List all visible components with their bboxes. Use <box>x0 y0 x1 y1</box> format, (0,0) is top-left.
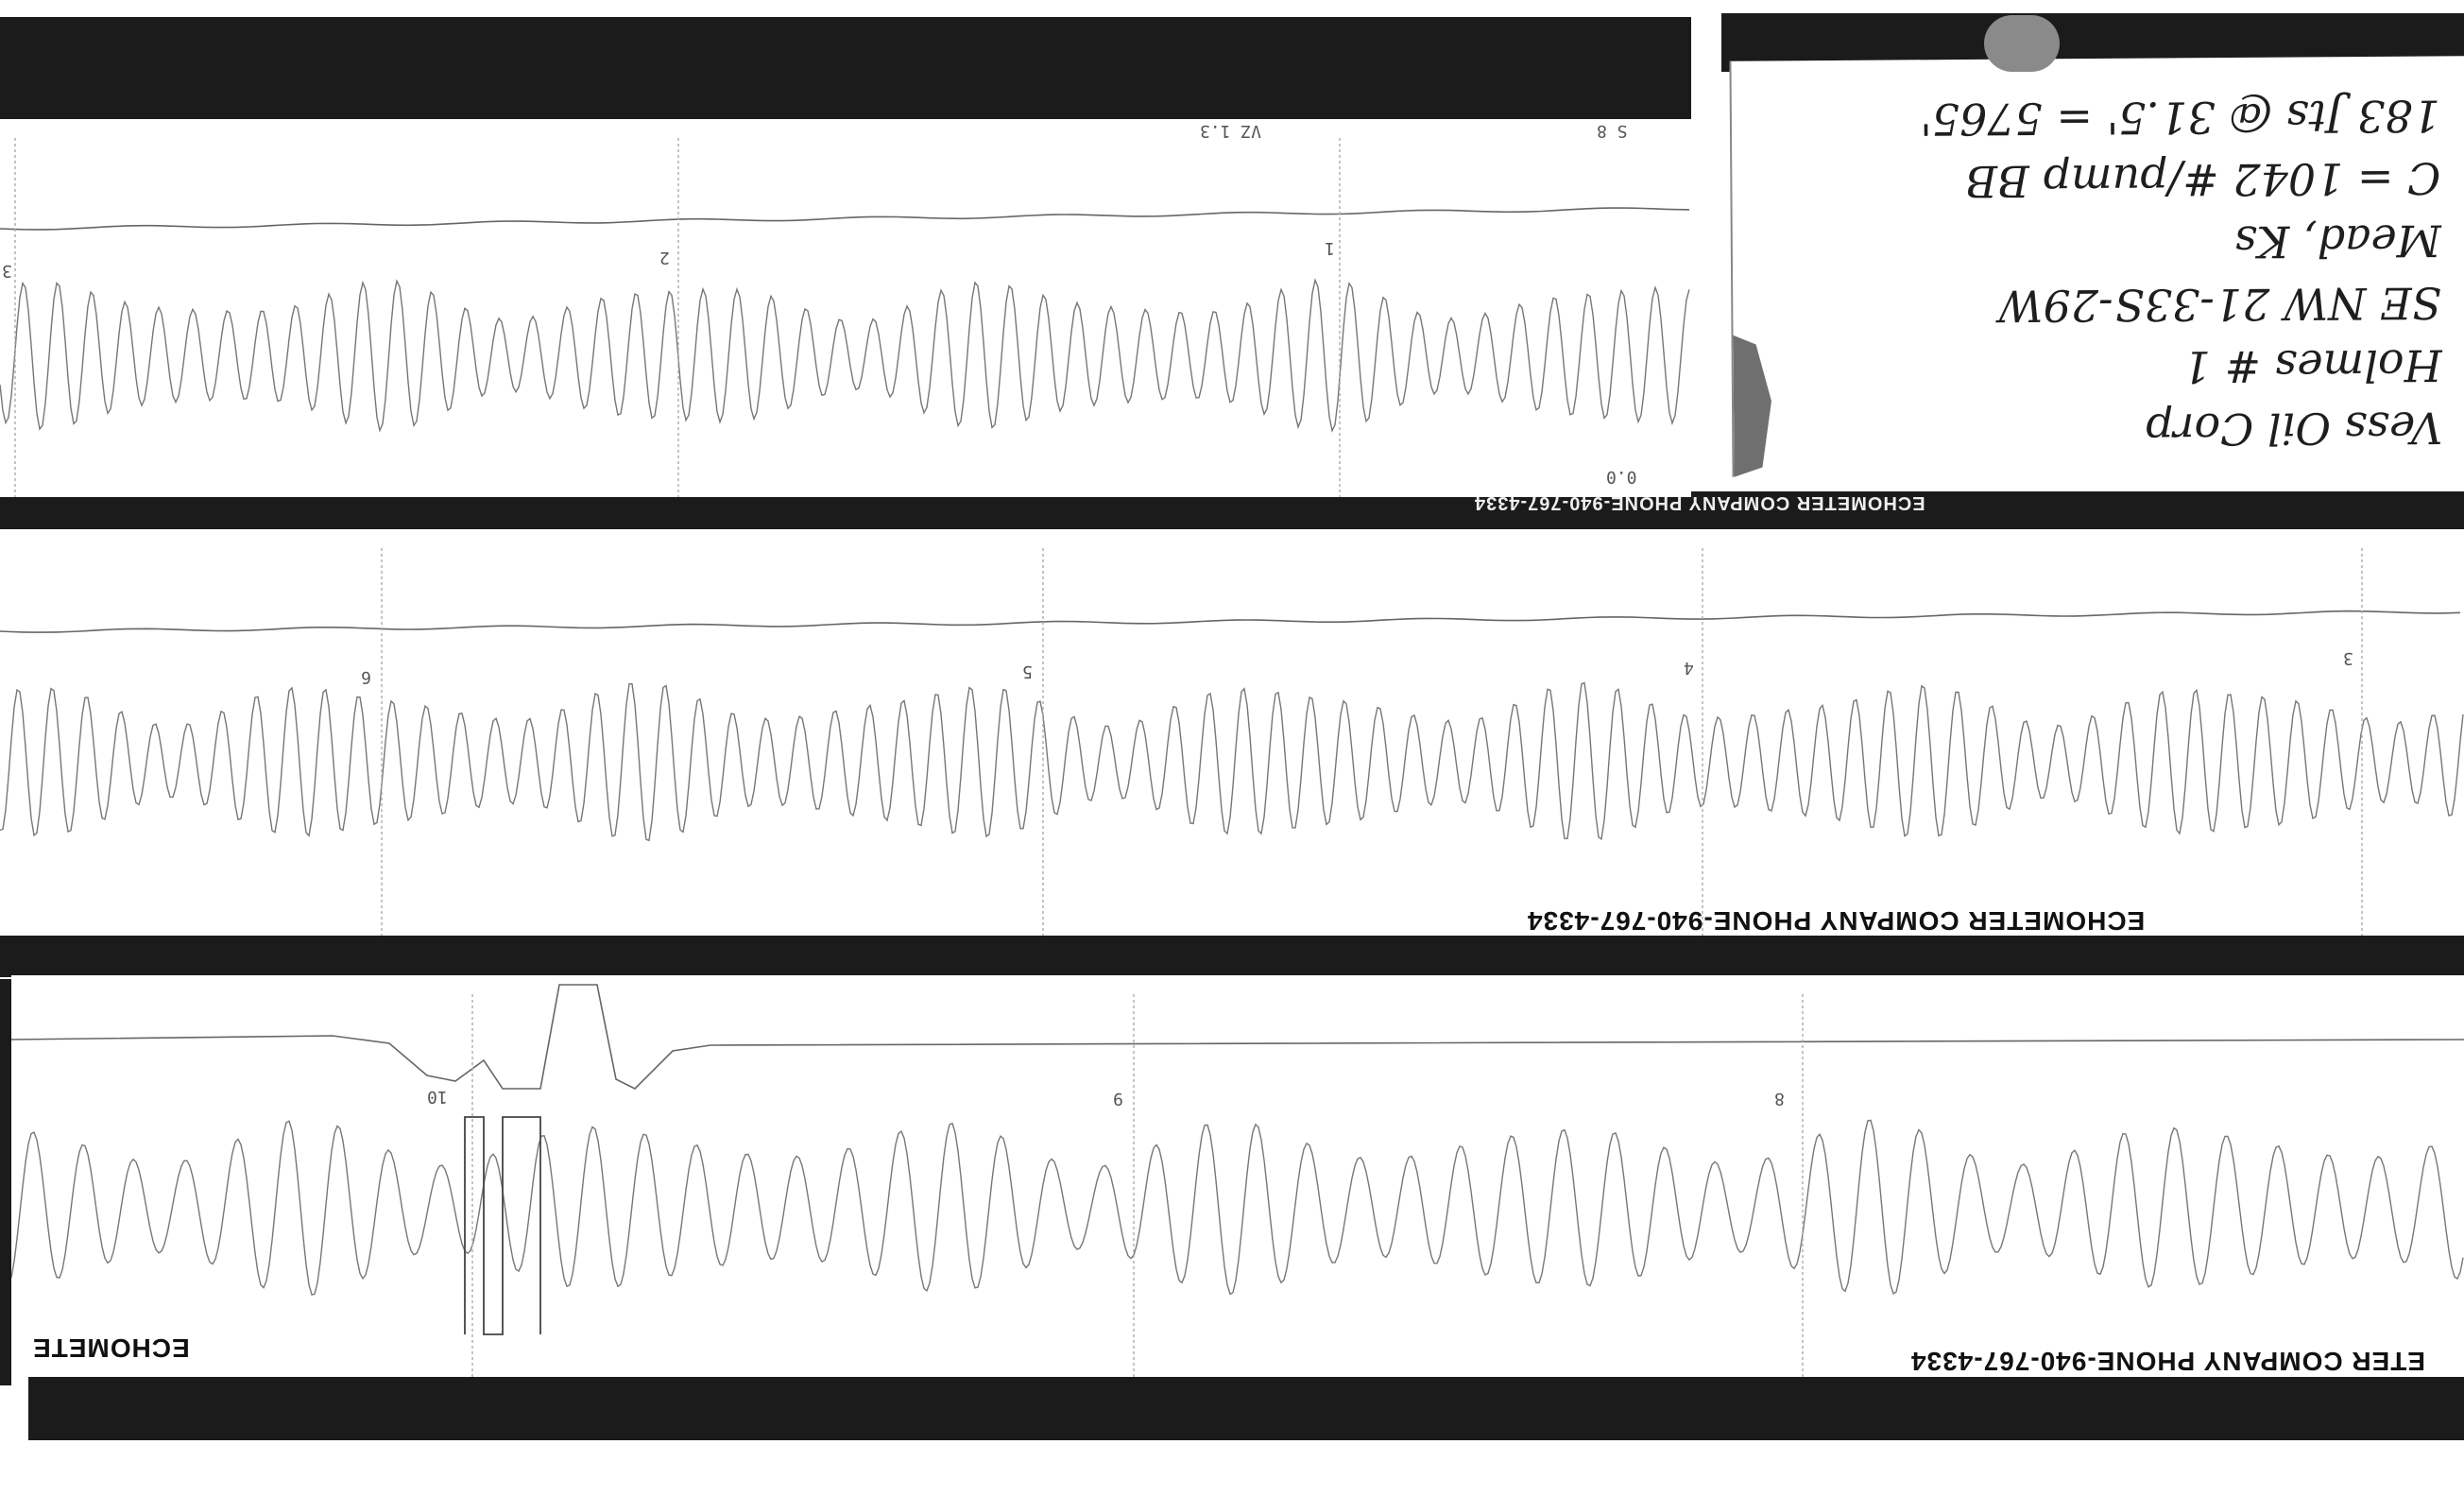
strip-1-marker-3: 3 <box>2 261 12 281</box>
strip-2-marker-4: 4 <box>1684 658 1694 678</box>
handwritten-line-location: SE NW 21-33S-29W <box>1998 277 2442 332</box>
strip-3-fluid-level-kick <box>464 1116 541 1335</box>
strip-2-footer: ECHOMETER COMPANY PHONE-940-767-4334 <box>1527 906 2146 936</box>
handwritten-line-county: Mead, Ks <box>2234 215 2442 267</box>
strip-3-marker-8: 8 <box>1774 1089 1785 1109</box>
strip-1-trace <box>0 138 1690 497</box>
handwritten-line-constant: C = 1042 #/pump BB <box>1965 152 2441 207</box>
strip-1-marker-1: 1 <box>1325 238 1335 258</box>
handwritten-lines: Vess Oil Corp Holmes # 1 SE NW 21-33S-29… <box>1760 84 2453 463</box>
handwritten-note: Vess Oil Corp Holmes # 1 SE NW 21-33S-29… <box>1729 56 2464 477</box>
strip-2-marker-5: 5 <box>1022 662 1033 681</box>
strip-2-marker-6: 6 <box>361 667 371 687</box>
scan-band-bottom <box>28 1372 2464 1440</box>
handwritten-line-well: Holmes # 1 <box>2182 339 2442 393</box>
strip-2-marker-3: 3 <box>2343 648 2353 668</box>
strip-1-header-fragment-1: VZ 1.3 <box>1200 121 1262 141</box>
strip-3-upper-trace <box>11 984 2464 1090</box>
strip-1-upper-trace <box>0 207 1690 231</box>
strip-3-footer-right: ETER COMPANY PHONE-940-767-4334 <box>1910 1347 2426 1376</box>
strip-3-marker-9: 9 <box>1113 1089 1123 1109</box>
handwritten-line-joints: 183 Jts @ 31.5' = 5765' <box>1919 90 2441 146</box>
strip-1-echo-waveform <box>0 278 1690 433</box>
handwritten-line-company: Vess Oil Corp <box>2145 402 2443 456</box>
scan-shadow <box>1984 15 2060 72</box>
strip-3-footer-left: ECHOMETE <box>32 1333 190 1363</box>
echometer-strip-2: 3 4 5 6 ECHOMETER COMPANY PHONE-940-767-… <box>0 529 2464 936</box>
echometer-strip-3: 8 9 10 ETER COMPANY PHONE-940-767-4334 E… <box>11 975 2464 1377</box>
note-edge <box>1733 335 1771 477</box>
strip-2-upper-trace <box>0 610 2461 633</box>
strip-3-echo-waveform <box>11 1119 2464 1296</box>
echometer-strip-1: 1 2 3 VZ 1.3 S 8 0.0 <box>0 119 1691 497</box>
strip-1-footer: ECHOMETER COMPANY PHONE-940-767-4334 <box>1474 492 1925 513</box>
scan-band-mid-1 <box>0 491 2464 533</box>
strip-3-marker-10: 10 <box>427 1087 448 1107</box>
strip-3-trace <box>11 984 2464 1377</box>
strip-2-echo-waveform <box>0 681 2464 842</box>
strip-1-header-fragment-2: S 8 <box>1597 121 1628 141</box>
strip-2-trace <box>0 548 2464 936</box>
scan-band-left-edge <box>0 979 11 1385</box>
strip-1-marker-2: 2 <box>659 248 670 267</box>
scan-band-top <box>0 17 1691 129</box>
strip-1-header-fragment-3: 0.0 <box>1606 467 1637 487</box>
scan-band-mid-2 <box>0 930 2464 977</box>
